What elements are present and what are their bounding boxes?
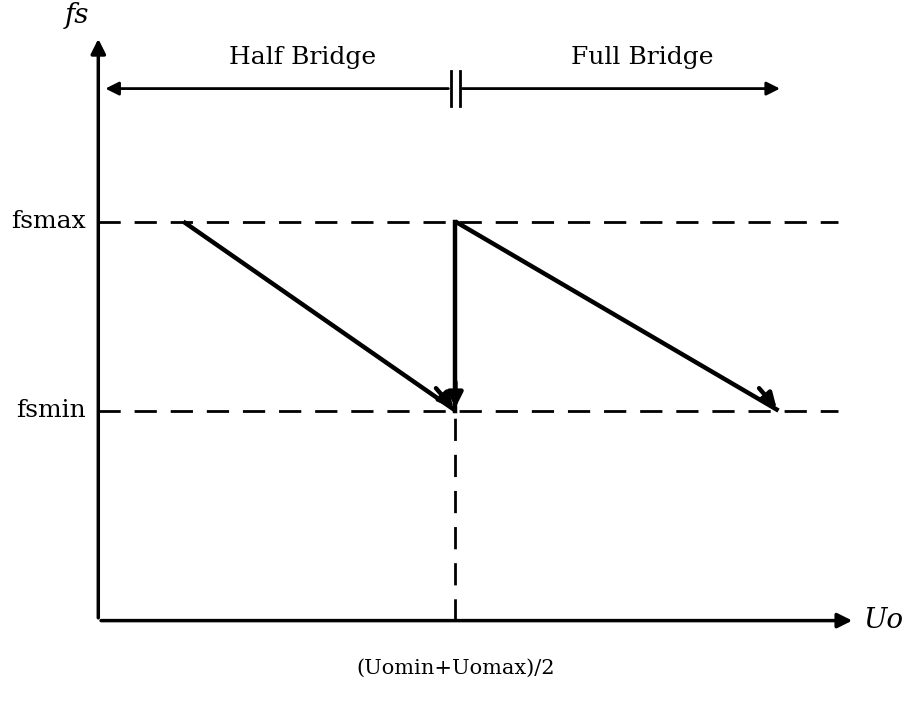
- Text: Half Bridge: Half Bridge: [229, 46, 376, 69]
- Text: (Uomin+Uomax)/2: (Uomin+Uomax)/2: [356, 659, 555, 678]
- Text: fsmin: fsmin: [15, 399, 85, 422]
- Text: fs: fs: [64, 2, 89, 29]
- Text: fsmax: fsmax: [11, 210, 85, 233]
- Text: Full Bridge: Full Bridge: [571, 46, 714, 69]
- Text: Uo: Uo: [864, 607, 903, 634]
